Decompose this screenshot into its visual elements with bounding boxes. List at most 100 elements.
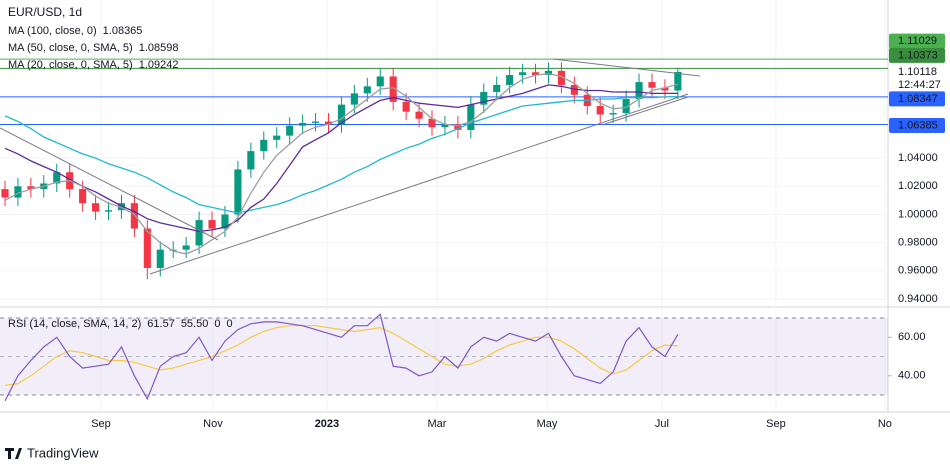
footer-logo: TradingView [5, 445, 99, 460]
price-badge [889, 118, 945, 134]
candle-body [286, 125, 294, 136]
candle-body [182, 245, 190, 250]
rsi-line [4, 325, 678, 386]
legend-value: 1.09242 [139, 59, 179, 71]
candle-body [169, 249, 177, 251]
legend-value: 0 [214, 318, 220, 330]
x-tick-label: Mar [427, 418, 446, 430]
overlay: 0.94000 0.96000 0.98000 1.00000 1.02000 1.040… [8, 5, 945, 430]
countdown: 12:44:27 [898, 79, 941, 91]
y-tick-label: 60.00 [898, 331, 926, 343]
price-badge [889, 33, 945, 49]
candle-body [260, 139, 268, 152]
x-tick-label: May [537, 418, 558, 430]
x-tick-label: Jul [655, 418, 669, 430]
candle-body [363, 86, 371, 94]
trend-line [552, 58, 701, 77]
candle-body [195, 220, 203, 246]
candle-body [402, 101, 410, 112]
y-tick-label: 1.02000 [898, 180, 938, 192]
candle-body [273, 135, 281, 140]
candle-body [622, 98, 630, 114]
candle-body [324, 121, 333, 125]
price-badge-label: 1.08347 [898, 93, 938, 105]
candle-body [104, 210, 113, 212]
logo-icon [5, 448, 22, 459]
plot-area [0, 0, 892, 412]
candle-body [208, 220, 216, 229]
candle-body [350, 93, 358, 105]
candle-body [441, 124, 449, 128]
trend-line [0, 127, 219, 241]
candle-body [596, 106, 604, 115]
candle-body [415, 111, 423, 119]
legend-value: 1.08598 [139, 42, 179, 54]
x-tick-label: 2023 [315, 418, 339, 430]
y-tick-label: 0.98000 [898, 237, 938, 249]
candle-body [531, 72, 540, 76]
x-tick-label: Nov [203, 418, 223, 430]
x-tick-label: Sep [91, 418, 111, 430]
candle-body [454, 124, 462, 130]
candle-body [519, 72, 527, 76]
candle-body [635, 82, 643, 99]
moving-average [4, 84, 678, 233]
candle-body [389, 76, 397, 102]
candle-body [609, 113, 617, 115]
candle-body [234, 169, 242, 215]
x-tick-label: No [878, 418, 892, 430]
candle-body [376, 76, 384, 87]
candle-body [130, 203, 138, 229]
y-tick-label: 0.94000 [898, 293, 938, 305]
legend-value: 1.08365 [103, 25, 143, 37]
legend-value: 61.57 [147, 318, 175, 330]
candle-body [557, 70, 565, 85]
price-badge-label: 1.11029 [898, 35, 937, 47]
candle-body [493, 84, 501, 92]
y-tick-label: 1.00000 [898, 208, 938, 220]
legend-label: MA (100, close, 0) [8, 25, 97, 37]
candle-body [79, 189, 87, 204]
candle-body [648, 82, 656, 88]
trend-lines [0, 58, 701, 275]
footer-text: TradingView [27, 445, 99, 460]
chart-title: EUR/USD, 1d [8, 5, 82, 19]
candle-body [480, 91, 488, 105]
candle-body [570, 84, 578, 95]
legend-value: 0 [226, 318, 232, 330]
candle-body [27, 186, 35, 190]
price-badge-label: 1.10373 [898, 49, 938, 61]
candle-body [53, 172, 61, 184]
candle-body [14, 186, 22, 198]
price-badge [889, 47, 945, 63]
candle-body [247, 151, 255, 170]
candle-body [467, 104, 475, 130]
candle-body [92, 203, 100, 212]
candle-body [221, 214, 229, 229]
y-tick-label: 1.04000 [898, 152, 938, 164]
candle-body [506, 75, 514, 85]
rsi-title: RSI (14, close, SMA, 14, 2) [8, 318, 141, 330]
y-tick-label: 40.00 [898, 370, 926, 382]
candle-body [544, 70, 553, 76]
trend-line [149, 93, 689, 275]
trend-line [604, 96, 689, 125]
legend-label: MA (20, close, 0, SMA, 5) [8, 59, 133, 71]
candle-body [156, 249, 164, 268]
candle-body [143, 228, 151, 268]
candle-body [674, 71, 682, 91]
candle-body [1, 189, 9, 198]
last-price: 1.10118 [898, 66, 937, 78]
legend-value: 55.50 [181, 318, 209, 330]
candle-body [311, 121, 320, 123]
moving-average [4, 72, 679, 255]
moving-average [4, 96, 678, 214]
candle-body [661, 87, 669, 91]
rsi-line [4, 313, 679, 402]
price-badge-label: 1.06385 [898, 119, 938, 131]
price-badge [889, 91, 945, 107]
x-tick-label: Sep [766, 418, 786, 430]
y-tick-label: 0.96000 [898, 265, 938, 277]
